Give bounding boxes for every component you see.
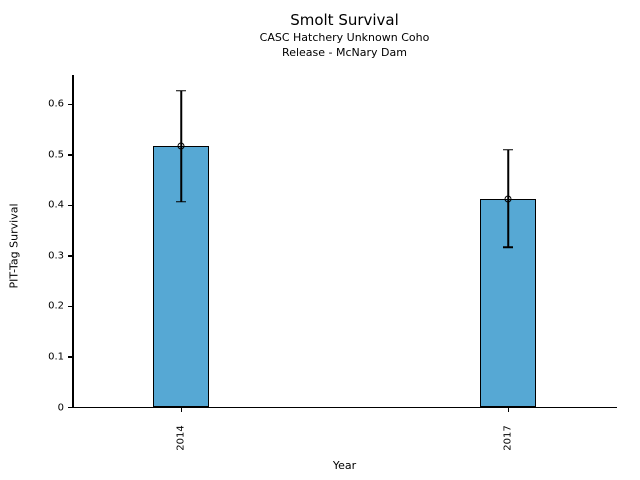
y-tick-label: 0.1 xyxy=(48,351,64,363)
y-tick-label: 0.4 xyxy=(48,199,64,211)
chart-subtitle-line2: Release - McNary Dam xyxy=(282,46,407,59)
marker-2017 xyxy=(504,195,512,203)
y-tick-mark xyxy=(68,305,72,308)
x-axis-label: Year xyxy=(332,459,357,472)
chart-subtitle-line1: CASC Hatchery Unknown Coho xyxy=(259,31,430,44)
y-tick-mark xyxy=(68,154,72,156)
error-cap-top-2014 xyxy=(176,89,186,92)
y-tick-mark xyxy=(68,407,72,409)
y-tick-mark xyxy=(68,204,72,207)
y-tick-mark xyxy=(68,103,72,105)
x-tick-mark xyxy=(181,408,183,412)
error-cap-bottom-2014 xyxy=(176,201,186,203)
y-tick-label: 0.6 xyxy=(48,98,64,110)
y-tick-mark xyxy=(68,255,72,257)
error-cap-bottom-2017 xyxy=(503,246,513,249)
marker-2014 xyxy=(177,142,185,150)
y-tick-label: 0.5 xyxy=(48,149,64,161)
y-tick-label: 0.3 xyxy=(48,250,64,262)
y-axis-spine xyxy=(72,75,74,407)
error-cap-top-2017 xyxy=(503,149,513,151)
x-axis-spine xyxy=(72,406,617,408)
x-tick-mark xyxy=(508,408,510,412)
chart-title: Smolt Survival xyxy=(290,11,399,29)
y-tick-label: 0 xyxy=(57,402,64,413)
y-tick-mark xyxy=(68,356,72,358)
y-tick-label: 0.2 xyxy=(48,300,64,312)
y-axis-label: PIT-Tag Survival xyxy=(7,203,21,289)
